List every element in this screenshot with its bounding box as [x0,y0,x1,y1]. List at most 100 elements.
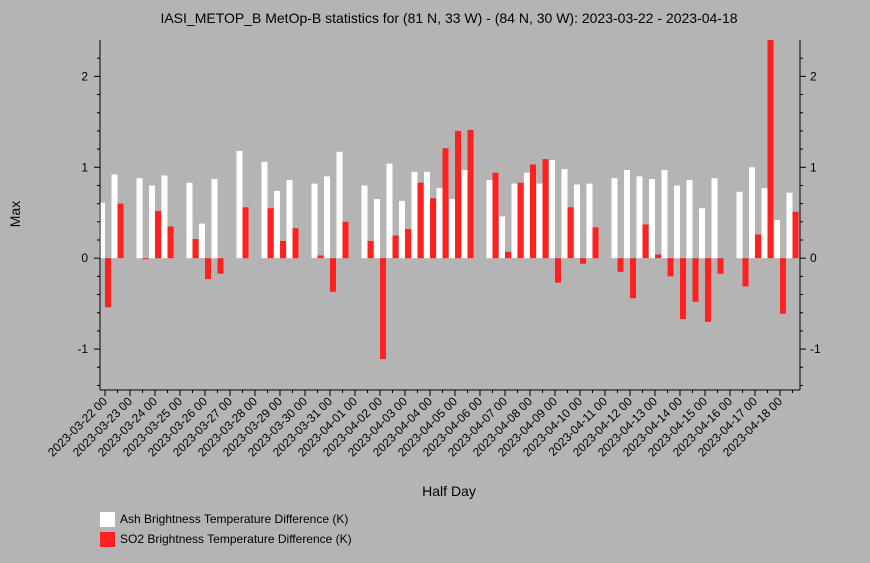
bar-ash-11 [236,150,243,259]
bar-ash-26 [424,171,430,259]
bar-so2-39 [592,227,599,259]
bar-ash-51 [736,191,743,259]
bar-ash-23 [386,163,393,259]
bar-ash-0 [99,202,105,259]
bar-ash-36 [549,160,555,259]
bar-so2-44 [655,254,661,259]
bar-so2-7 [192,239,199,259]
bar-ash-49 [711,178,718,259]
bar-ash-41 [611,178,618,259]
bar-so2-34 [530,164,536,259]
bar-ash-9 [211,179,218,259]
bar-ash-18 [324,176,330,259]
bar-so2-31 [492,172,499,259]
bar-so2-25 [417,182,424,259]
bar-ash-38 [574,184,580,259]
y-tick-label-right: 1 [810,160,817,174]
bar-so2-19 [342,221,349,259]
bar-ash-4 [149,185,155,259]
bar-so2-49 [717,258,724,274]
y-axis-label: Max [7,201,23,227]
bar-so2-4 [155,210,161,259]
bar-ash-21 [361,185,368,259]
bar-so2-13 [267,208,274,259]
bar-ash-24 [399,200,405,259]
bar-ash-28 [449,199,455,259]
bar-ash-5 [161,175,168,259]
bar-so2-46 [680,258,686,320]
bar-so2-11 [242,207,249,259]
bar-ash-32 [499,216,505,259]
bar-ash-15 [286,180,293,259]
bar-ash-43 [636,176,643,259]
bar-ash-14 [274,190,280,259]
bar-so2-41 [617,258,624,272]
bar-ash-37 [561,169,568,259]
y-tick-label-right: 2 [810,69,817,83]
bar-ash-54 [774,220,780,259]
bar-so2-36 [555,258,561,283]
bar-ash-47 [686,180,693,259]
bar-ash-45 [661,170,668,259]
chart-title: IASI_METOP_B MetOp-B statistics for (81 … [160,10,737,26]
y-tick-label-left: 0 [81,251,88,265]
bar-so2-0 [105,258,111,308]
bar-ash-22 [374,199,380,259]
legend-swatch-so2 [100,532,115,547]
bar-ash-44 [649,179,655,259]
bar-so2-28 [455,130,461,259]
legend-label-ash: Ash Brightness Temperature Difference (K… [120,512,349,526]
bar-so2-43 [642,224,649,259]
bar-so2-3 [142,258,149,260]
bar-ash-17 [311,183,318,259]
bar-so2-22 [380,258,386,360]
bar-so2-37 [567,207,574,259]
bar-ash-1 [111,174,118,259]
bar-so2-9 [217,258,224,274]
bar-so2-18 [330,258,336,292]
bar-so2-21 [367,240,374,259]
y-tick-label-left: -1 [77,342,88,356]
bar-so2-42 [630,258,636,299]
bar-so2-38 [580,258,586,264]
bar-ash-39 [586,183,593,259]
bar-so2-8 [205,258,211,280]
bar-so2-29 [467,130,474,259]
bar-ash-42 [624,170,630,259]
bar-ash-29 [461,170,468,259]
bar-so2-33 [517,182,524,259]
bar-ash-46 [674,185,680,259]
bar-ash-35 [536,183,543,259]
x-axis-label: Half Day [422,483,476,499]
bar-ash-27 [436,188,443,259]
bar-so2-5 [167,226,174,259]
y-tick-label-left: 1 [81,160,88,174]
bar-ash-52 [749,167,755,259]
bar-so2-27 [442,148,449,259]
bar-so2-26 [430,198,436,259]
bar-ash-19 [336,151,343,259]
legend-label-so2: SO2 Brightness Temperature Difference (K… [120,532,352,546]
bar-ash-13 [261,161,268,259]
bar-ash-55 [786,192,793,259]
bar-so2-23 [392,235,399,259]
bar-so2-15 [292,228,299,259]
bar-so2-32 [505,251,511,259]
bar-ash-33 [511,183,518,259]
bar-ash-34 [524,172,530,259]
y-tick-label-right: -1 [810,342,821,356]
bar-so2-53 [767,40,774,259]
bar-so2-54 [780,258,786,314]
y-tick-label-right: 0 [810,251,817,265]
bar-so2-48 [705,258,711,322]
bar-so2-52 [755,234,761,259]
bar-ash-3 [136,178,143,259]
bar-so2-17 [317,255,324,259]
legend-swatch-ash [100,512,115,527]
bar-so2-47 [692,258,699,302]
bar-so2-51 [742,258,749,287]
bar-layer [99,40,799,360]
bar-ash-8 [199,223,205,259]
bar-so2-45 [667,258,674,277]
